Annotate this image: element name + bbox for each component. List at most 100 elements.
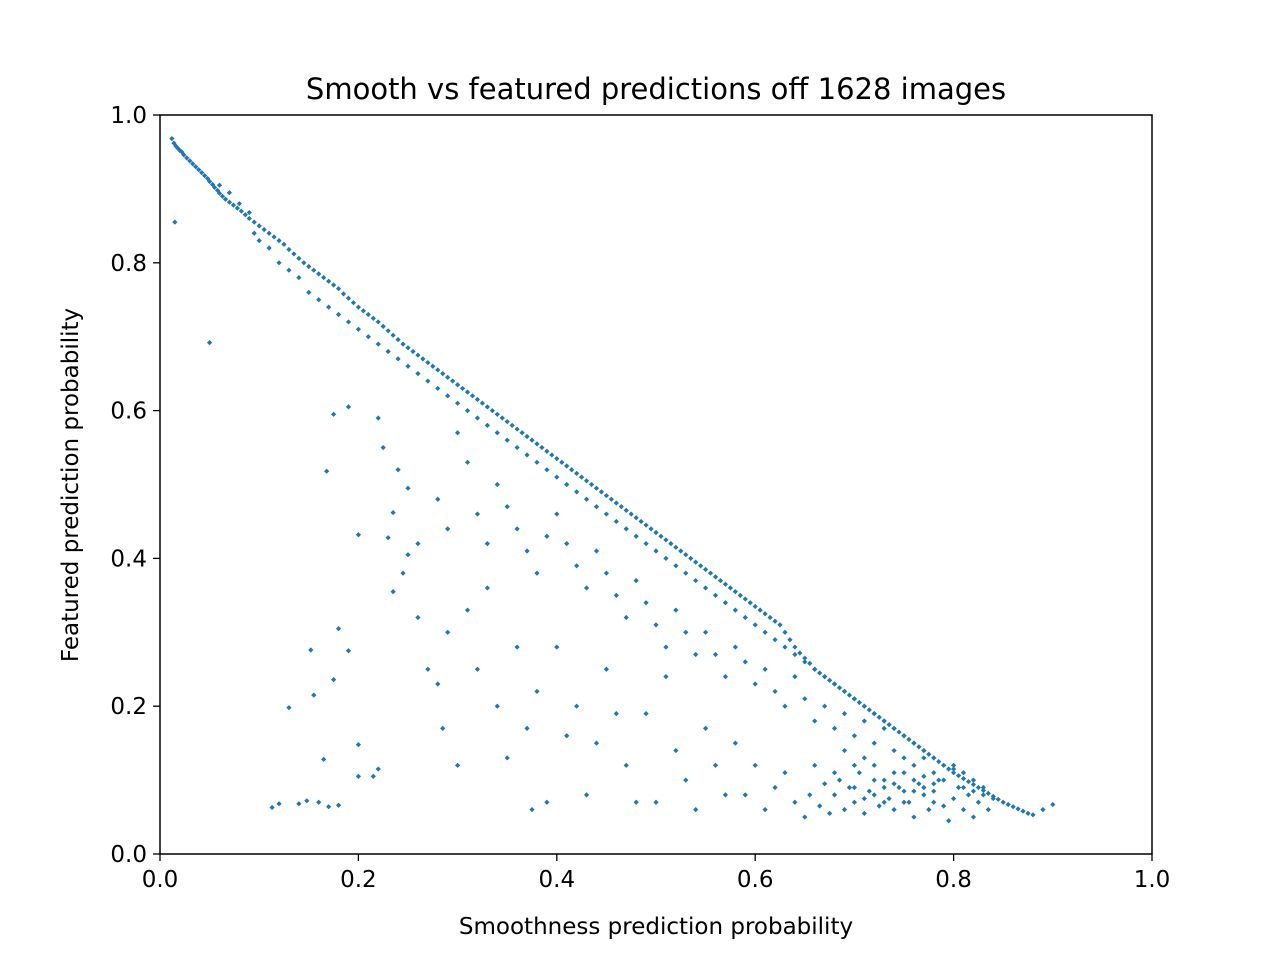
data-point — [955, 784, 962, 791]
data-point — [549, 452, 555, 458]
data-point — [846, 784, 853, 791]
data-point — [802, 655, 808, 661]
data-point — [975, 799, 981, 805]
data-point — [246, 215, 252, 222]
data-point — [901, 770, 907, 776]
x-tick-label: 0.8 — [935, 867, 972, 893]
data-point — [703, 566, 709, 573]
data-point — [524, 725, 530, 731]
data-point — [321, 274, 327, 281]
data-point — [211, 184, 218, 191]
data-point — [901, 755, 907, 761]
data-point — [970, 781, 977, 788]
data-point — [851, 784, 857, 791]
data-point — [921, 784, 927, 791]
data-point — [579, 474, 585, 480]
data-point — [385, 348, 391, 355]
data-point — [304, 798, 310, 804]
data-point — [980, 787, 986, 794]
data-point — [420, 356, 426, 362]
data-point — [921, 792, 927, 798]
data-point — [415, 614, 421, 621]
data-point — [946, 818, 952, 824]
data-point — [980, 784, 986, 791]
data-point — [906, 799, 912, 805]
data-point — [335, 802, 342, 808]
data-point — [975, 784, 981, 791]
data-point — [554, 511, 560, 517]
data-point — [896, 729, 902, 735]
data-point — [574, 489, 580, 495]
data-point — [613, 500, 619, 506]
data-point — [926, 807, 932, 813]
data-point — [891, 747, 897, 754]
data-point — [777, 622, 783, 628]
data-point — [931, 781, 937, 787]
data-point — [911, 777, 917, 783]
data-point — [216, 190, 223, 196]
data-point — [246, 209, 252, 216]
data-point — [321, 756, 327, 763]
data-point — [906, 736, 912, 743]
data-point — [891, 807, 897, 813]
data-point — [524, 548, 530, 554]
data-point — [355, 304, 361, 310]
data-point — [234, 205, 240, 211]
data-point — [911, 762, 917, 768]
data-point — [345, 648, 352, 654]
data-point — [276, 238, 282, 244]
data-point — [757, 607, 763, 613]
data-point — [742, 792, 748, 798]
data-point — [405, 485, 411, 491]
data-point — [375, 341, 381, 347]
data-point — [286, 705, 292, 711]
data-point — [683, 570, 689, 576]
data-point — [425, 378, 431, 384]
data-point — [494, 703, 500, 709]
data-point — [405, 363, 411, 369]
data-point — [822, 703, 828, 709]
data-point — [886, 795, 892, 802]
data-point — [693, 807, 699, 813]
data-point — [1010, 804, 1016, 810]
data-point — [395, 356, 401, 362]
data-point — [851, 799, 857, 805]
data-point — [464, 607, 471, 613]
data-point — [876, 803, 882, 809]
data-point — [752, 603, 758, 610]
data-point — [772, 784, 778, 791]
data-point — [851, 733, 857, 739]
data-point — [335, 286, 342, 292]
x-tick-label: 1.0 — [1134, 867, 1171, 893]
data-point — [385, 535, 391, 541]
data-point — [936, 777, 942, 783]
data-point — [871, 740, 877, 746]
data-point — [435, 496, 441, 502]
data-point — [216, 182, 223, 188]
data-point — [375, 415, 381, 421]
data-point — [583, 585, 590, 591]
data-point — [643, 541, 649, 547]
data-point — [504, 755, 510, 761]
y-axis-label: Featured prediction probability — [58, 308, 84, 662]
data-point — [196, 167, 202, 173]
data-point — [286, 246, 292, 253]
data-point — [812, 762, 818, 768]
data-point — [514, 644, 520, 650]
data-point — [311, 692, 317, 698]
data-point — [717, 577, 724, 584]
data-point — [732, 607, 738, 613]
data-point — [345, 295, 352, 301]
data-point — [574, 470, 580, 477]
data-point — [931, 770, 937, 776]
data-point — [782, 629, 788, 635]
data-point — [534, 441, 540, 447]
data-point — [365, 311, 371, 318]
data-point — [881, 784, 887, 791]
data-point — [425, 359, 431, 366]
data-point — [375, 319, 381, 325]
data-point — [861, 755, 867, 761]
data-point — [643, 710, 649, 717]
data-point — [792, 651, 798, 658]
